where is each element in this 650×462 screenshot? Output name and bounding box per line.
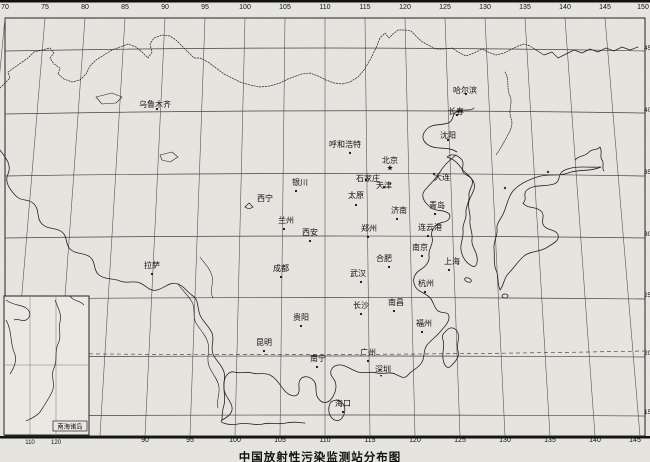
- svg-text:南海诸岛: 南海诸岛: [57, 422, 82, 431]
- svg-text:110: 110: [25, 440, 35, 446]
- svg-text:120: 120: [51, 440, 62, 446]
